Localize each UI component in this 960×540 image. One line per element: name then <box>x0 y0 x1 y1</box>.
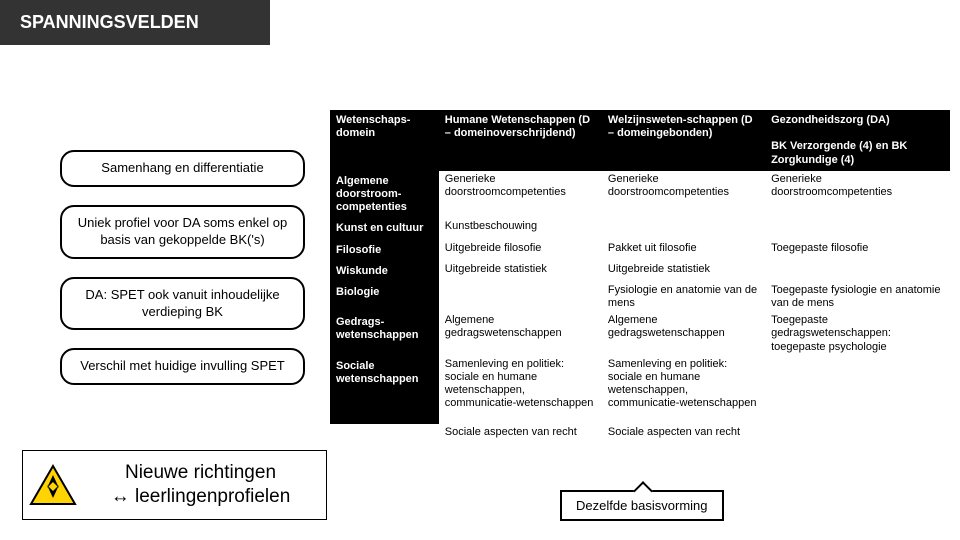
cell-1-1: Kunstbeschouwing <box>439 218 602 239</box>
row-label-4: Biologie <box>330 282 439 312</box>
cell-7-2: Sociale aspecten van recht <box>602 424 765 441</box>
bubble-4: Verschil met huidige invulling SPET <box>60 348 305 385</box>
cell-0-3: Generieke doorstroomcompetenties <box>765 171 950 219</box>
bubble-3: DA: SPET ook vanuit inhoudelijke verdiep… <box>60 277 305 331</box>
left-bubbles-column: Samenhang en differentiatie Uniek profie… <box>60 150 305 403</box>
row-label-6: Sociale wetenschappen <box>330 356 439 424</box>
col-header-0: Wetenschaps-domein <box>330 110 439 171</box>
big-bubble-line1: Nieuwe richtingen <box>125 462 276 483</box>
col-header-3: Gezondheidszorg (DA) BK Verzorgende (4) … <box>765 110 950 171</box>
cell-2-3: Toegepaste filosofie <box>765 240 950 261</box>
col-header-1: Humane Wetenschappen (D – domeinoverschr… <box>439 110 602 171</box>
row-label-5: Gedrags-wetenschappen <box>330 312 439 356</box>
cell-7-1: Sociale aspecten van recht <box>439 424 602 441</box>
new-directions-box: Nieuwe richtingen ↔ leerlingenprofielen <box>22 450 327 520</box>
callout-text: Dezelfde basisvorming <box>576 498 708 513</box>
bubble-2: Uniek profiel voor DA soms enkel op basi… <box>60 205 305 259</box>
cell-6-2: Samenleving en politiek: sociale en huma… <box>602 356 765 424</box>
cell-3-1: Uitgebreide statistiek <box>439 261 602 282</box>
competencies-table: Wetenschaps-domein Humane Wetenschappen … <box>330 110 950 441</box>
warning-icon <box>29 464 77 506</box>
row-label-3: Wiskunde <box>330 261 439 282</box>
slide-title: SPANNINGSVELDEN <box>20 12 199 32</box>
cell-4-3: Toegepaste fysiologie en anatomie van de… <box>765 282 950 312</box>
cell-1-2 <box>602 218 765 239</box>
cell-1-3 <box>765 218 950 239</box>
cell-0-1: Generieke doorstroomcompetenties <box>439 171 602 219</box>
bubble-1: Samenhang en differentiatie <box>60 150 305 187</box>
cell-6-3 <box>765 356 950 424</box>
cell-2-1: Uitgebreide filosofie <box>439 240 602 261</box>
col-header-3-main: Gezondheidszorg (DA) <box>771 114 890 126</box>
cell-4-2: Fysiologie en anatomie van de mens <box>602 282 765 312</box>
cell-2-2: Pakket uit filosofie <box>602 240 765 261</box>
row-label-7 <box>330 424 439 441</box>
cell-5-3: Toegepaste gedragswetenschappen: toegepa… <box>765 312 950 356</box>
cell-3-3 <box>765 261 950 282</box>
callout-basisvorming: Dezelfde basisvorming <box>560 490 724 521</box>
double-arrow-icon: ↔ <box>111 486 130 507</box>
cell-7-3 <box>765 424 950 441</box>
row-label-0: Algemene doorstroom-competenties <box>330 171 439 219</box>
cell-5-1: Algemene gedragswetenschappen <box>439 312 602 356</box>
big-bubble-line2: leerlingenprofielen <box>130 486 291 507</box>
cell-0-2: Generieke doorstroomcompetenties <box>602 171 765 219</box>
cell-4-1 <box>439 282 602 312</box>
cell-3-2: Uitgebreide statistiek <box>602 261 765 282</box>
cell-6-1: Samenleving en politiek: sociale en huma… <box>439 356 602 424</box>
row-label-2: Filosofie <box>330 240 439 261</box>
col-header-2: Welzijnsweten-schappen (D – domeingebond… <box>602 110 765 171</box>
col-header-3-sub: BK Verzorgende (4) en BK Zorgkundige (4) <box>771 140 907 165</box>
row-label-1: Kunst en cultuur <box>330 218 439 239</box>
slide-title-bar: SPANNINGSVELDEN <box>0 0 270 45</box>
cell-5-2: Algemene gedragswetenschappen <box>602 312 765 356</box>
